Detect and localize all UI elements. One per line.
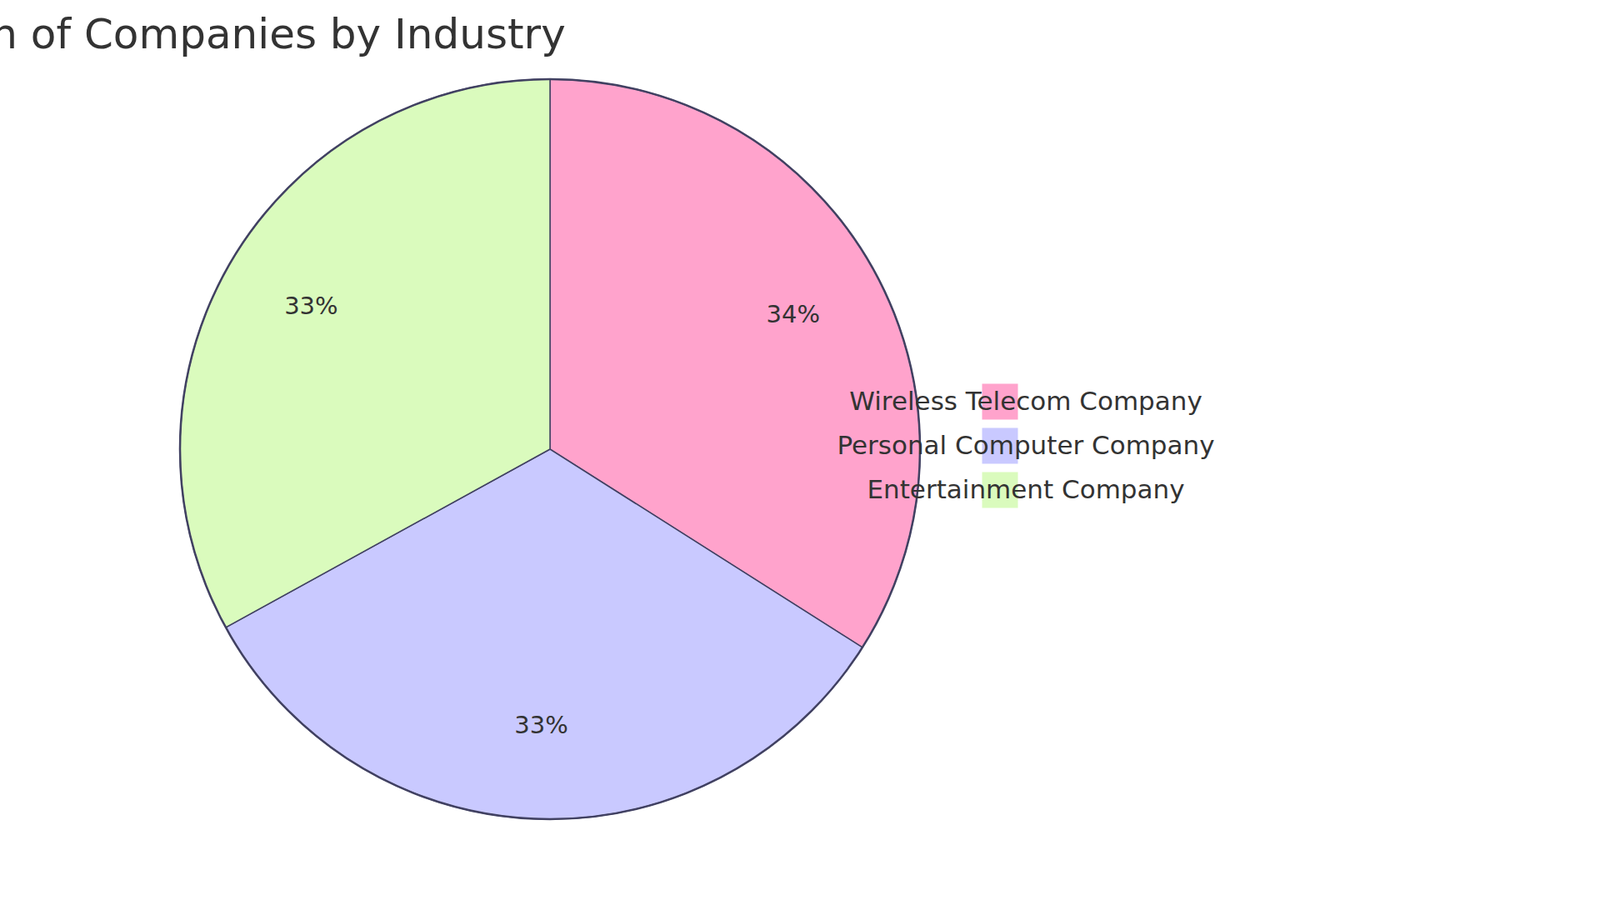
svg-text:Personal Computer Company: Personal Computer Company (836, 430, 1215, 460)
svg-text:34%: 34% (766, 300, 820, 329)
svg-text:Entertainment Company: Entertainment Company (866, 474, 1185, 505)
svg-text:33%: 33% (284, 291, 338, 320)
svg-text:Distribution of Companies by I: Distribution of Companies by Industry (0, 10, 566, 59)
svg-text:Wireless Telecom Company: Wireless Telecom Company (849, 385, 1203, 416)
svg-text:33%: 33% (514, 710, 568, 740)
